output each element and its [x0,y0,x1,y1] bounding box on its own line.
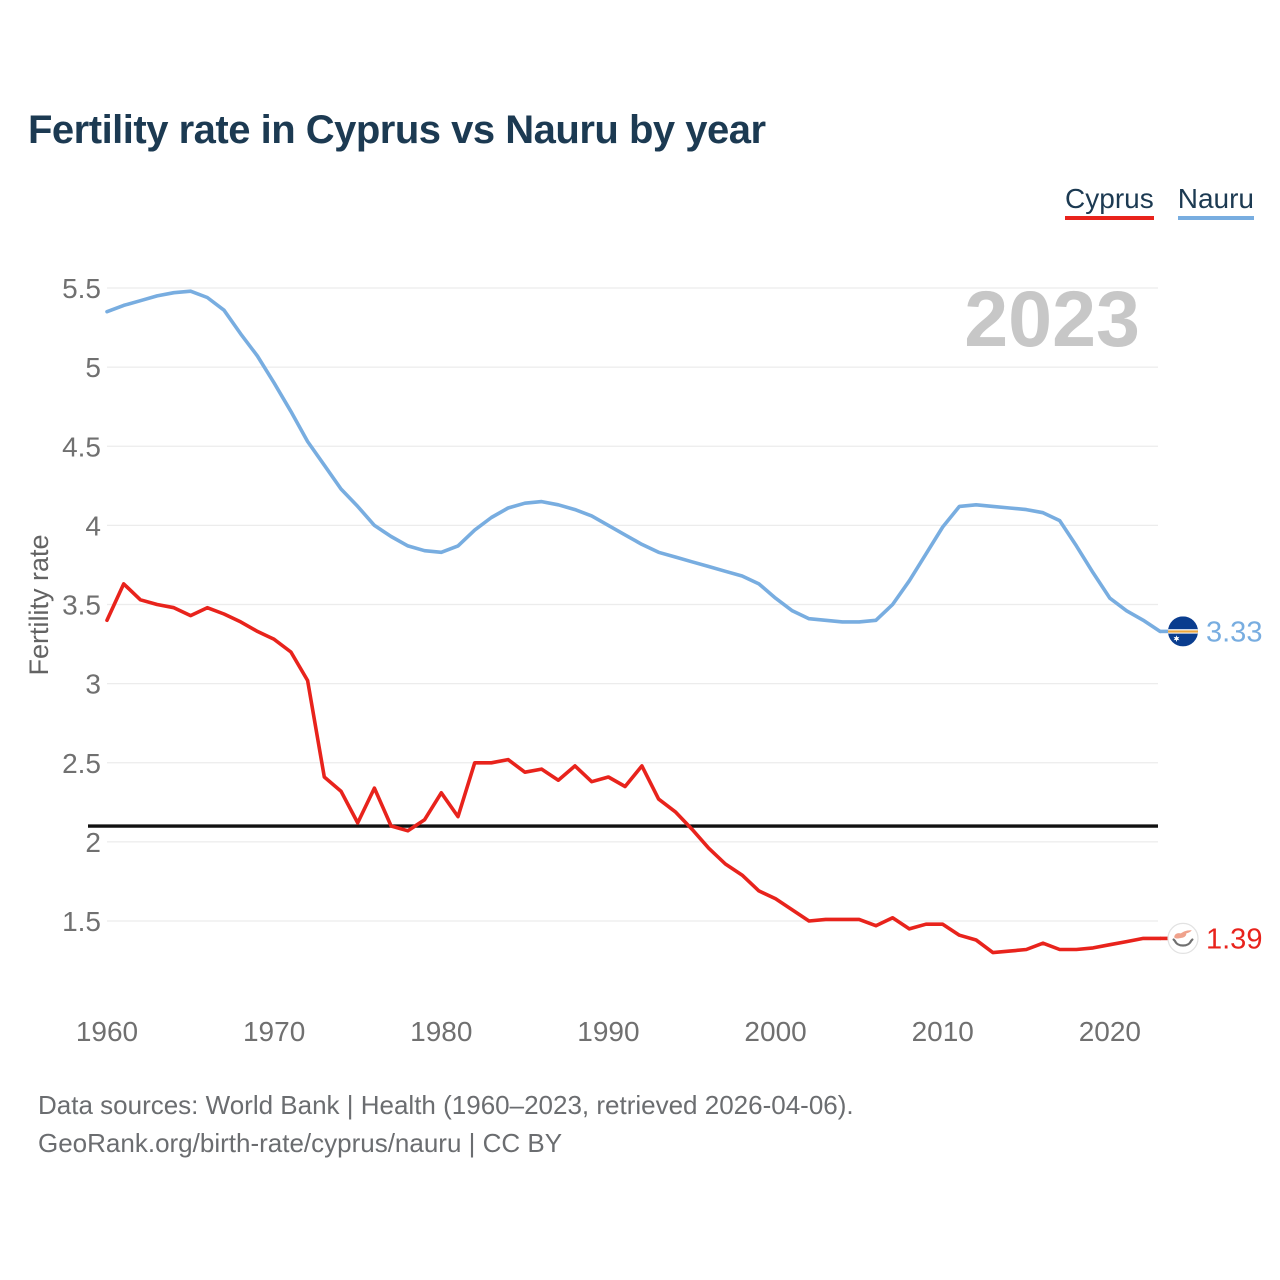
x-tick-label: 1970 [243,1016,305,1047]
nauru-series-line[interactable] [105,289,1162,634]
y-tick-label: 4 [85,510,101,541]
cyprus-flag-icon[interactable] [1167,922,1199,955]
x-tick-label: 1980 [410,1016,472,1047]
license-line: GeoRank.org/birth-rate/cyprus/nauru | CC… [38,1128,563,1158]
legend-label-nauru: Nauru [1177,183,1254,214]
chart-title: Fertility rate in Cyprus vs Nauru by yea… [28,108,766,152]
source-line: Data sources: World Bank | Health (1960–… [38,1090,854,1120]
y-tick-label: 3.5 [62,590,101,621]
y-tick-label: 1.5 [62,906,101,937]
y-tick-label: 2 [85,827,101,858]
y-tick-label: 3 [85,669,101,700]
y-tick-label: 2.5 [62,748,101,779]
legend-label-cyprus: Cyprus [1065,183,1154,214]
cyprus-end-value-label: 1.39 [1206,923,1262,955]
legend: Cyprus Nauru [1065,183,1254,221]
legend-item-nauru[interactable]: Nauru [1177,183,1254,221]
x-tick-label: 1960 [76,1016,138,1047]
legend-item-cyprus[interactable]: Cyprus [1065,183,1154,221]
y-tick-label: 4.5 [62,431,101,462]
cyprus-series-line[interactable] [105,582,1162,955]
nauru-end-value-label: 3.33 [1206,616,1262,648]
x-tick-label: 2010 [912,1016,974,1047]
legend-swatch-nauru [1177,216,1254,221]
x-tick-label: 1990 [577,1016,639,1047]
watermark-year: 2023 [964,274,1140,363]
y-tick-label: 5 [85,352,101,383]
nauru-flag-icon[interactable] [1168,616,1198,647]
x-tick-label: 2020 [1079,1016,1141,1047]
y-axis-title: Fertility rate [24,534,54,675]
source-attribution: Data sources: World Bank | Health (1960–… [38,1086,854,1162]
x-tick-label: 2000 [744,1016,806,1047]
legend-swatch-cyprus [1065,216,1154,221]
y-tick-label: 5.5 [62,273,101,304]
